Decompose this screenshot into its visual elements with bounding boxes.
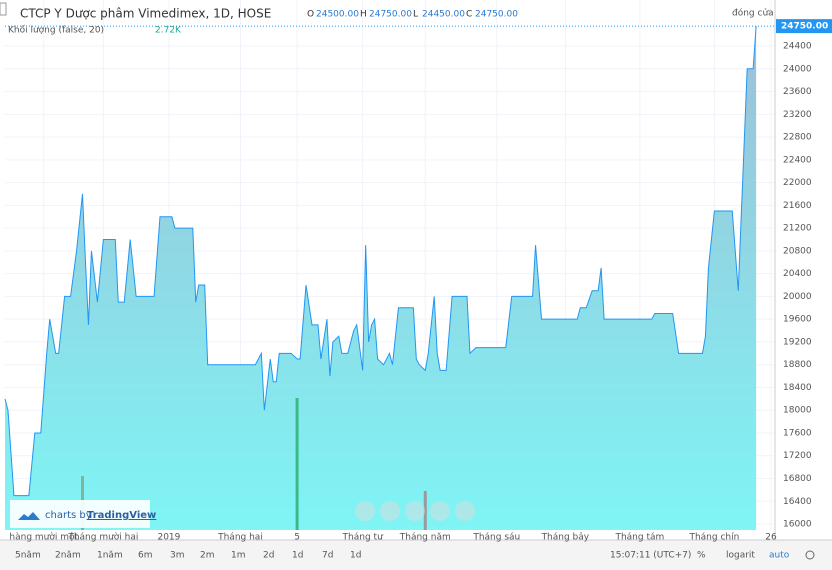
ohlc-key: L (413, 10, 418, 20)
y-tick-label: 16400 (783, 497, 812, 507)
ohlc-key: H (360, 10, 367, 20)
scroll-left[interactable] (355, 501, 375, 521)
option-button[interactable]: auto (769, 551, 790, 561)
volume-bar (295, 398, 299, 530)
y-tick-label: 22400 (783, 155, 812, 165)
range-button[interactable]: 2d (263, 551, 274, 561)
range-button[interactable]: 5năm (15, 551, 41, 561)
y-tick-label: 18400 (783, 383, 812, 393)
ohlc-value: 24450.00 (422, 10, 465, 20)
volume-label: Khối lượng (false, 20) (8, 25, 104, 36)
y-tick-label: 19600 (783, 315, 812, 325)
option-button[interactable]: logarit (726, 551, 755, 561)
ohlc-value: 24750.00 (369, 10, 412, 20)
y-tick-label: 20400 (783, 269, 812, 279)
area-fill (5, 26, 757, 531)
x-tick-label: hàng mười một (9, 532, 78, 543)
y-tick-label: 16800 (783, 474, 812, 484)
zoom-in[interactable] (430, 501, 450, 521)
y-tick-label: 17200 (783, 451, 812, 461)
x-tick-label: 26 (765, 533, 777, 543)
last-price-label: 24750.00 (781, 22, 828, 32)
scroll-right[interactable] (455, 501, 475, 521)
x-tick-label: 5 (294, 533, 300, 543)
range-button[interactable]: 1d (350, 551, 361, 561)
y-tick-label: 20000 (783, 292, 812, 302)
y-tick-label: 24000 (783, 64, 812, 74)
y-tick-label: 20800 (783, 246, 812, 256)
y-tick-label: 22800 (783, 133, 812, 143)
option-button[interactable]: % (697, 551, 706, 561)
x-tick-label: 2019 (157, 533, 180, 543)
range-button[interactable]: 2m (200, 551, 215, 561)
x-tick-label: Tháng hai (217, 533, 263, 543)
ohlc-value: 24500.00 (316, 10, 359, 20)
range-button[interactable]: 1d (292, 551, 303, 561)
watermark-prefix: charts by (45, 510, 92, 521)
x-tick-label: Tháng mười hai (67, 532, 138, 543)
range-button[interactable]: 3m (170, 551, 185, 561)
last-price-tag (776, 19, 832, 34)
watermark-brand[interactable]: TradingView (87, 510, 156, 521)
y-tick-label: 16000 (783, 520, 812, 530)
settings[interactable] (805, 550, 815, 560)
reset[interactable] (405, 501, 425, 521)
range-button[interactable]: 6m (138, 551, 153, 561)
x-tick-label: Tháng sáu (472, 533, 520, 543)
nav-buttons (355, 501, 475, 521)
volume-value: 2.72K (155, 26, 182, 36)
clock: 15:07:11 (UTC+7) (610, 551, 691, 561)
toolbar-bg (0, 540, 832, 570)
zoom-out[interactable] (380, 501, 400, 521)
y-tick-label: 18000 (783, 406, 812, 416)
ohlc-key: C (466, 10, 472, 20)
range-button[interactable]: 1m (231, 551, 246, 561)
x-tick-label: Tháng tư (342, 533, 385, 543)
y-tick-label: 24400 (783, 42, 812, 52)
y-tick-label: 21600 (783, 201, 812, 211)
y-tick-label: 21200 (783, 224, 812, 234)
x-tick-label: Tháng chín (688, 533, 739, 543)
range-button[interactable]: 1năm (97, 551, 123, 561)
volume-bar (423, 491, 427, 530)
logo (18, 512, 40, 520)
range-button[interactable]: 2năm (55, 551, 81, 561)
x-tick-label: Tháng năm (399, 533, 451, 543)
price-line (4, 26, 757, 497)
y-tick-label: 19200 (783, 337, 812, 347)
status: đóng cửa (732, 8, 774, 19)
x-tick-label: Tháng tám (614, 533, 664, 543)
ohlc-key: O (307, 10, 314, 20)
y-tick-label: 22000 (783, 178, 812, 188)
range-button[interactable]: 7d (322, 551, 333, 561)
y-tick-label: 23600 (783, 87, 812, 97)
y-tick-label: 23200 (783, 110, 812, 120)
collapse-icon[interactable] (0, 2, 7, 16)
title: CTCP Y Dược phâm Vimedimex, 1D, HOSE (20, 7, 271, 21)
y-tick-label: 18800 (783, 360, 812, 370)
ohlc-value: 24750.00 (475, 10, 518, 20)
y-tick-label: 17600 (783, 428, 812, 438)
x-tick-label: Tháng bảy (541, 532, 590, 543)
